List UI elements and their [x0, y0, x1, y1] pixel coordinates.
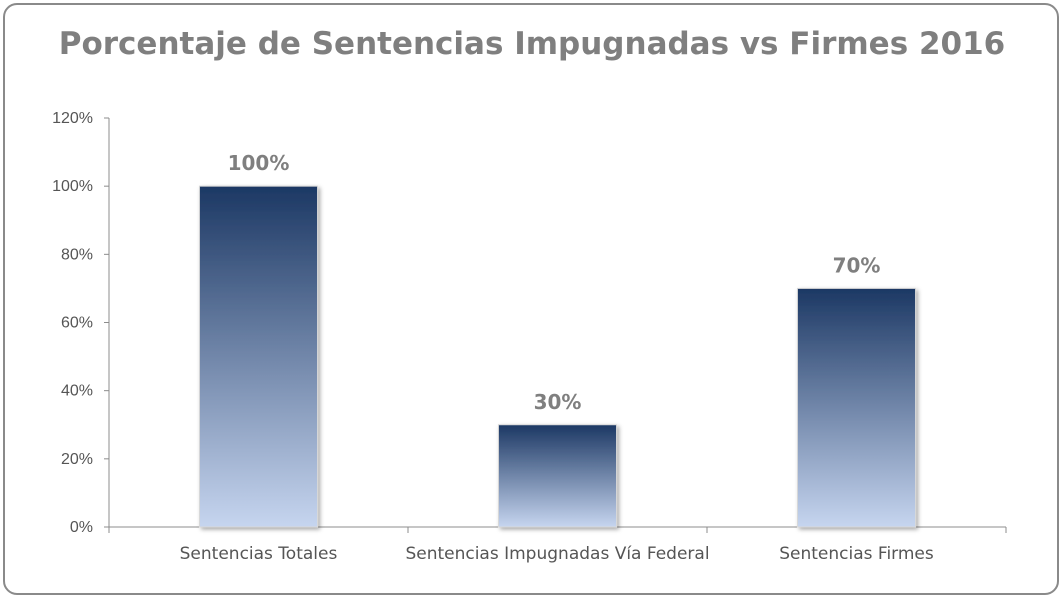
data-label: 100%: [228, 151, 290, 175]
y-tick-label: 40%: [61, 383, 93, 400]
y-tick-label: 0%: [70, 519, 93, 536]
data-label: 70%: [833, 253, 881, 277]
y-tick-label: 20%: [61, 451, 93, 468]
y-tick-label: 120%: [52, 110, 93, 127]
bar: [497, 424, 618, 528]
y-tick-label: 100%: [52, 178, 93, 195]
x-tick-label: Sentencias Impugnadas Vía Federal: [405, 544, 709, 564]
x-tick-label: Sentencias Firmes: [779, 544, 934, 564]
bars: [198, 185, 917, 528]
labels: 100% Sentencias Totales 30% Sentencias Impu…: [180, 151, 934, 564]
x-tick-label: Sentencias Totales: [180, 544, 338, 564]
bar: [796, 287, 917, 528]
y-tick-label: 60%: [61, 315, 93, 332]
data-label: 30%: [534, 390, 582, 414]
y-tick-label: 80%: [61, 246, 93, 263]
bar: [198, 185, 319, 528]
chart-title: Porcentaje de Sentencias Impugnadas vs F…: [58, 26, 1006, 62]
